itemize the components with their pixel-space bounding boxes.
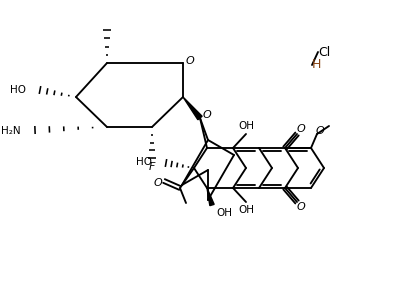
Text: H: H	[312, 59, 322, 71]
Text: OH: OH	[238, 121, 254, 131]
Text: O: O	[186, 56, 195, 66]
Text: H₂N: H₂N	[1, 126, 21, 136]
Text: OH: OH	[216, 208, 232, 218]
Polygon shape	[183, 97, 202, 120]
Text: O: O	[315, 126, 324, 136]
Text: O: O	[297, 202, 305, 212]
Text: OH: OH	[238, 205, 254, 215]
Text: Cl: Cl	[318, 45, 330, 59]
Text: O: O	[153, 178, 162, 188]
Text: O: O	[297, 124, 305, 134]
Text: HO: HO	[136, 157, 152, 167]
Text: HO: HO	[10, 85, 26, 95]
Text: F: F	[149, 162, 155, 172]
Text: O: O	[203, 110, 211, 120]
Polygon shape	[207, 188, 214, 206]
